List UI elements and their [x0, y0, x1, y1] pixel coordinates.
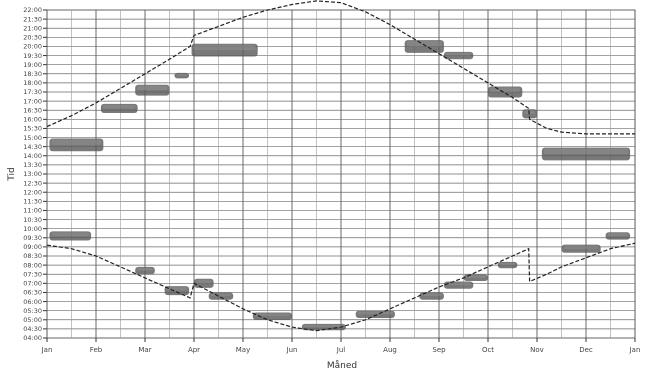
x-tick-label: Jan [41, 346, 53, 354]
observation-band [174, 72, 190, 79]
observation-band-highlight [102, 104, 136, 109]
x-tick-label: Oct [482, 346, 494, 354]
observation-band-highlight [193, 44, 256, 51]
y-tick-label: 14:30 [23, 143, 42, 151]
y-tick-label: 09:00 [23, 243, 42, 251]
observation-band-highlight [421, 293, 442, 297]
observation-band-highlight [406, 41, 442, 47]
y-tick-label: 10:30 [23, 216, 42, 224]
y-tick-label: 08:00 [23, 261, 42, 269]
observation-band-highlight [196, 279, 212, 284]
observation-band-highlight [543, 148, 629, 154]
y-tick-label: 04:30 [23, 325, 42, 333]
y-tick-label: 16:00 [23, 116, 42, 124]
x-tick-labels: Jan Feb Mar Apr May Jun Jul Aug Sep Oct Nov Dec Jan [41, 346, 641, 354]
x-tick-label: Jul [336, 346, 346, 354]
y-tick-label: 09:30 [23, 234, 42, 242]
y-tick-label: 19:00 [23, 61, 42, 69]
observation-band-highlight [51, 232, 90, 236]
x-tick-label: Jan [629, 346, 641, 354]
observation-band-highlight [254, 313, 290, 317]
observation-band-highlight [137, 267, 153, 271]
y-tick-label: 10:00 [23, 225, 42, 233]
y-tick-label: 12:30 [23, 179, 42, 187]
y-tick-label: 11:00 [23, 207, 42, 215]
observation-bands [49, 40, 631, 331]
y-tick-label: 12:00 [23, 188, 42, 196]
y-tick-label: 06:00 [23, 298, 42, 306]
y-tick-label: 08:30 [23, 252, 42, 260]
y-tick-label: 21:00 [23, 24, 42, 32]
y-axis-label: Tid [7, 167, 17, 181]
x-axis-label: Måned [327, 360, 357, 371]
curves [46, 0, 636, 332]
y-tick-label: 18:30 [23, 70, 42, 78]
observation-band-highlight [51, 139, 102, 145]
observation-band-highlight [137, 85, 168, 91]
sunset-curve [46, 0, 635, 135]
y-tick-label: 15:00 [23, 134, 42, 142]
y-tick-label: 22:00 [23, 6, 42, 14]
grid [43, 9, 636, 342]
sunrise-curve [46, 242, 636, 332]
x-tick-label: Feb [90, 346, 103, 354]
x-tick-label: May [236, 346, 250, 354]
observation-band-highlight [303, 324, 344, 328]
y-tick-label: 17:30 [23, 88, 42, 96]
observation-band-highlight [210, 293, 232, 297]
y-tick-label: 17:00 [23, 97, 42, 105]
y-tick-label: 11:30 [23, 198, 42, 206]
y-tick-label: 05:00 [23, 316, 42, 324]
observation-band-highlight [166, 287, 188, 291]
x-tick-label: Nov [530, 346, 544, 354]
y-tick-label: 07:30 [23, 270, 42, 278]
observation-band-highlight [357, 311, 393, 315]
observation-band-highlight [465, 275, 486, 278]
y-tick-label: 07:00 [23, 280, 42, 288]
observation-band-highlight [499, 262, 516, 266]
x-tick-label: Jun [286, 346, 298, 354]
x-tick-label: Aug [383, 346, 397, 354]
x-tick-label: Dec [579, 346, 593, 354]
y-tick-label: 15:30 [23, 125, 42, 133]
x-tick-label: Sep [432, 346, 446, 354]
observation-band-highlight [524, 110, 535, 114]
y-tick-label: 18:00 [23, 79, 42, 87]
y-tick-label: 06:30 [23, 289, 42, 297]
observation-band-highlight [445, 52, 472, 56]
observation-band-highlight [607, 233, 629, 236]
y-tick-label: 19:30 [23, 52, 42, 60]
y-tick-label: 14:00 [23, 152, 42, 160]
observation-band-highlight [490, 87, 521, 92]
observation-band-highlight [176, 73, 188, 76]
x-tick-label: Mar [138, 346, 151, 354]
observation-band-highlight [563, 245, 599, 249]
y-tick-label: 20:00 [23, 43, 42, 51]
y-tick-label: 13:30 [23, 161, 42, 169]
y-tick-label: 16:30 [23, 106, 42, 114]
y-tick-label: 20:30 [23, 34, 42, 42]
y-tick-label: 04:00 [23, 334, 42, 342]
y-tick-label: 05:30 [23, 307, 42, 315]
x-tick-label: Apr [188, 346, 200, 354]
observation-band-highlight [445, 282, 472, 286]
y-tick-label: 13:00 [23, 170, 42, 178]
y-tick-label: 21:30 [23, 15, 42, 23]
